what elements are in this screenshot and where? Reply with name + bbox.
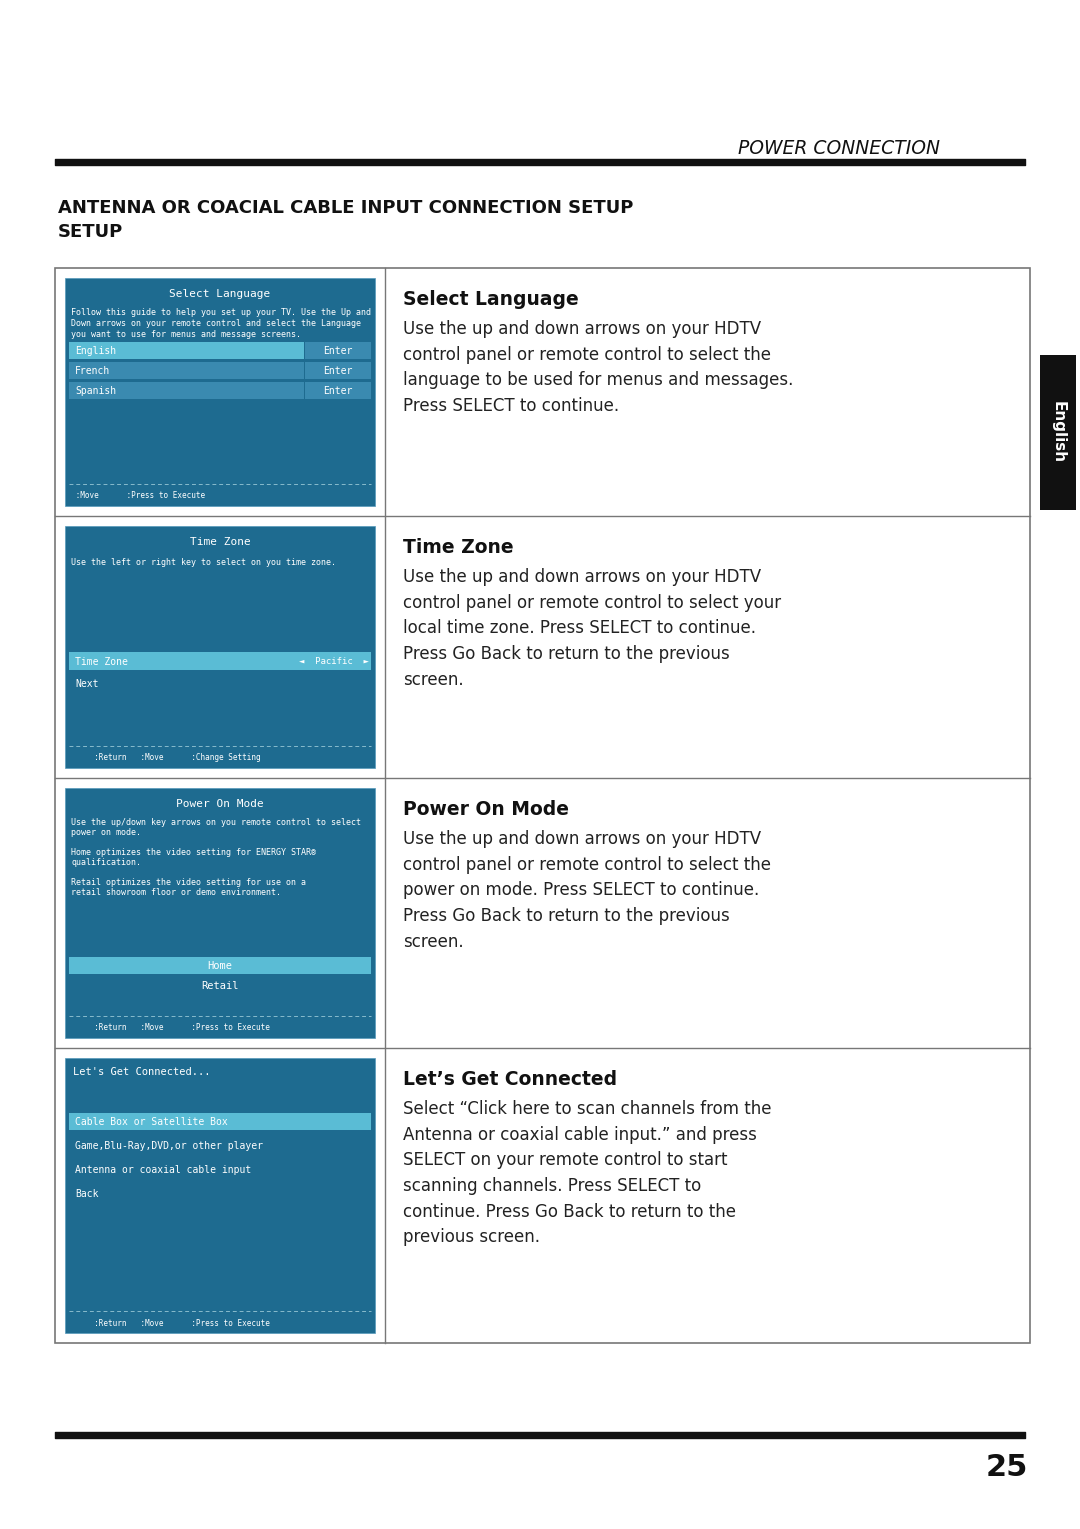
Text: Follow this guide to help you set up your TV. Use the Up and: Follow this guide to help you set up you… — [71, 307, 372, 317]
Text: Let’s Get Connected: Let’s Get Connected — [403, 1070, 617, 1089]
Text: Game,Blu-Ray,DVD,or other player: Game,Blu-Ray,DVD,or other player — [75, 1141, 264, 1151]
Text: ◄  Pacific  ►: ◄ Pacific ► — [299, 657, 369, 667]
Bar — [69, 382, 303, 399]
Text: Use the up and down arrows on your HDTV
control panel or remote control to selec: Use the up and down arrows on your HDTV … — [403, 567, 781, 688]
Text: :Move      :Press to Execute: :Move :Press to Execute — [71, 491, 205, 500]
Text: :Return   :Move      :Change Setting: :Return :Move :Change Setting — [71, 754, 260, 763]
Text: Down arrows on your remote control and select the Language: Down arrows on your remote control and s… — [71, 320, 361, 329]
Text: Use the up/down key arrows on you remote control to select: Use the up/down key arrows on you remote… — [71, 818, 361, 827]
Text: 25: 25 — [986, 1454, 1028, 1483]
Text: Home: Home — [207, 962, 232, 971]
Bar — [69, 362, 303, 379]
Text: Select Language: Select Language — [403, 291, 579, 309]
Text: English: English — [75, 346, 117, 356]
Text: :Return   :Move      :Press to Execute: :Return :Move :Press to Execute — [71, 1318, 270, 1327]
Text: Select “Click here to scan channels from the
Antenna or coaxial cable input.” an: Select “Click here to scan channels from… — [403, 1099, 771, 1246]
Bar — [65, 1058, 375, 1333]
Text: Power On Mode: Power On Mode — [403, 800, 569, 820]
Text: POWER CONNECTION: POWER CONNECTION — [738, 139, 940, 157]
Text: qualification.: qualification. — [71, 858, 141, 867]
Text: Home optimizes the video setting for ENERGY STAR®: Home optimizes the video setting for ENE… — [71, 849, 316, 856]
Text: Time Zone: Time Zone — [403, 538, 514, 557]
Text: Time Zone: Time Zone — [190, 537, 251, 547]
Text: Antenna or coaxial cable input: Antenna or coaxial cable input — [75, 1165, 252, 1174]
Bar — [69, 342, 303, 359]
Text: Retail: Retail — [201, 982, 239, 991]
Bar — [1040, 355, 1076, 511]
Bar — [305, 362, 372, 379]
Text: Cable Box or Satellite Box: Cable Box or Satellite Box — [75, 1118, 228, 1127]
Bar — [305, 382, 372, 399]
Bar — [69, 1113, 372, 1130]
Text: Retail optimizes the video setting for use on a: Retail optimizes the video setting for u… — [71, 878, 306, 887]
Text: SETUP: SETUP — [58, 223, 123, 242]
Text: Power On Mode: Power On Mode — [176, 800, 264, 809]
Text: retail showroom floor or demo environment.: retail showroom floor or demo environmen… — [71, 888, 281, 898]
Bar — [55, 268, 1030, 1342]
Text: Enter: Enter — [323, 385, 353, 396]
Text: Use the left or right key to select on you time zone.: Use the left or right key to select on y… — [71, 558, 336, 567]
Bar — [69, 957, 372, 974]
Text: Next: Next — [75, 679, 98, 690]
Text: Enter: Enter — [323, 365, 353, 376]
Bar — [65, 526, 375, 768]
Text: French: French — [75, 365, 110, 376]
Text: Let's Get Connected...: Let's Get Connected... — [73, 1067, 211, 1076]
Text: Select Language: Select Language — [170, 289, 271, 300]
Text: Time Zone: Time Zone — [75, 657, 127, 667]
Text: Use the up and down arrows on your HDTV
control panel or remote control to selec: Use the up and down arrows on your HDTV … — [403, 320, 794, 414]
Text: Enter: Enter — [323, 346, 353, 356]
Bar — [305, 342, 372, 359]
Text: Back: Back — [75, 1190, 98, 1199]
Text: power on mode.: power on mode. — [71, 829, 141, 836]
Text: English: English — [1051, 402, 1066, 463]
Text: Spanish: Spanish — [75, 385, 117, 396]
Text: ANTENNA OR COACIAL CABLE INPUT CONNECTION SETUP: ANTENNA OR COACIAL CABLE INPUT CONNECTIO… — [58, 199, 633, 217]
Text: :Return   :Move      :Press to Execute: :Return :Move :Press to Execute — [71, 1023, 270, 1032]
Bar — [65, 278, 375, 506]
Text: Use the up and down arrows on your HDTV
control panel or remote control to selec: Use the up and down arrows on your HDTV … — [403, 830, 771, 951]
Text: you want to use for menus and message screens.: you want to use for menus and message sc… — [71, 330, 301, 339]
Bar — [69, 651, 372, 670]
Bar — [65, 787, 375, 1038]
